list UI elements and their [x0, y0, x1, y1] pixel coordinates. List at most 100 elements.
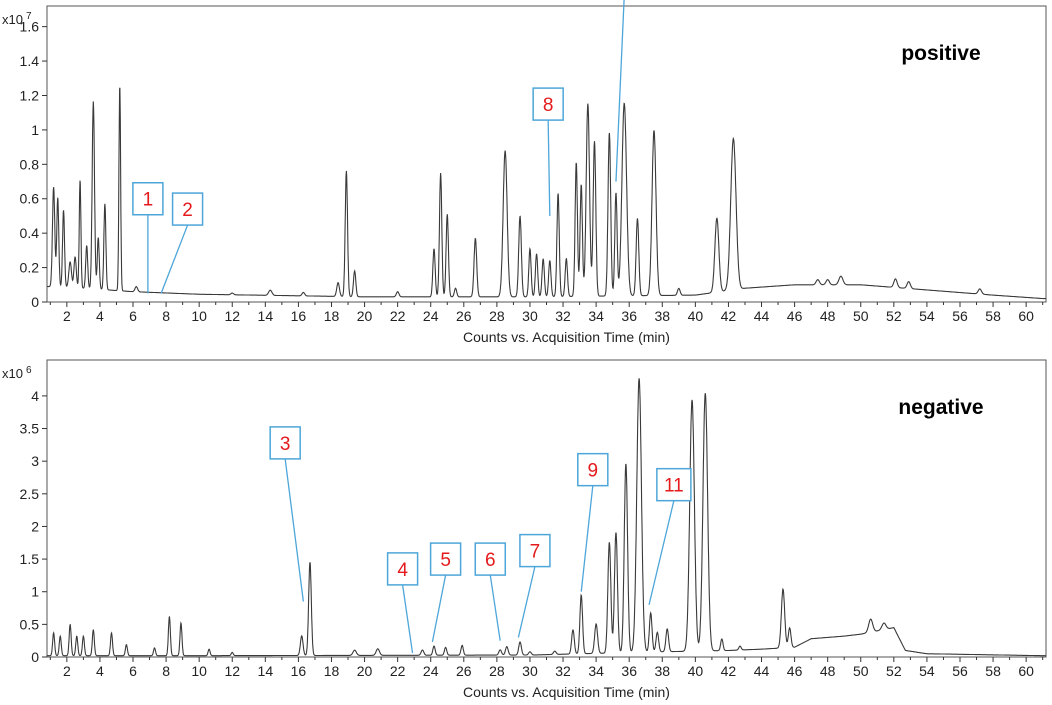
x-tick-label: 36 [621, 308, 637, 324]
y-tick-label: 0.8 [20, 156, 40, 172]
x-tick-label: 6 [129, 308, 137, 324]
callout-box [474, 542, 507, 576]
y-tick-label: 1.4 [20, 53, 40, 69]
x-tick-label: 60 [1018, 663, 1034, 679]
y-tick-label: 4 [31, 388, 39, 404]
x-tick-label: 4 [96, 663, 104, 679]
callout-leader-line [431, 574, 447, 643]
x-tick-label: 48 [820, 663, 836, 679]
x-tick-label: 38 [654, 308, 670, 324]
x-tick-label: 40 [688, 308, 704, 324]
callout-9: 9 [577, 452, 609, 592]
x-tick-label: 32 [555, 308, 571, 324]
x-tick-label: 24 [423, 663, 439, 679]
x-tick-label: 52 [886, 308, 902, 324]
y-tick-label: 0.4 [20, 225, 40, 241]
plot-frame [46, 5, 1047, 303]
ion-mode-label: negative [898, 396, 983, 419]
x-tick-label: 44 [754, 663, 770, 679]
y-tick-label: 2 [31, 518, 39, 534]
plot-frame [46, 359, 1047, 658]
y-tick-label: 2.5 [20, 486, 40, 502]
x-tick-label: 22 [390, 663, 406, 679]
x-tick-label: 42 [721, 308, 737, 324]
y-tick-label: 1.2 [20, 87, 40, 103]
chromatogram-trace [47, 378, 1046, 657]
x-tick-label: 50 [853, 663, 869, 679]
x-tick-label: 56 [952, 308, 968, 324]
x-tick-label: 4 [96, 308, 104, 324]
callout-number: 4 [397, 560, 408, 581]
x-tick-label: 54 [919, 308, 935, 324]
x-tick-label: 12 [224, 308, 240, 324]
x-tick-label: 24 [423, 308, 439, 324]
x-tick-label: 42 [721, 663, 737, 679]
callout-box [519, 533, 551, 568]
callout-leader-line [160, 224, 189, 294]
x-tick-label: 20 [357, 308, 373, 324]
x-tick-label: 2 [63, 663, 71, 679]
x-tick-label: 2 [63, 308, 71, 324]
x-tick-label: 12 [224, 663, 240, 679]
chart-panel-positive: 00.20.40.60.811.21.41.62 4 6 8 10 12 14 16 18 20 2… [2, 0, 1047, 345]
x-axis-label: Counts vs. Acquisition Time (min) [463, 329, 670, 345]
x-tick-label: 30 [522, 308, 538, 324]
x-tick-label: 16 [291, 308, 307, 324]
callout-leader-line [648, 500, 675, 605]
y-tick-label: 1 [31, 584, 39, 600]
callout-number: 7 [530, 542, 541, 563]
x-tick-label: 56 [952, 663, 968, 679]
callout-number: 9 [588, 461, 599, 482]
callout-5: 5 [429, 542, 462, 643]
y-tick-label: 1 [31, 122, 39, 138]
x-tick-label: 18 [324, 308, 340, 324]
x-tick-label: 8 [162, 663, 170, 679]
x-tick-label: 32 [555, 663, 571, 679]
x-tick-label: 52 [886, 663, 902, 679]
callout-6: 6 [474, 542, 507, 641]
callout-leader-line [401, 584, 414, 654]
y-tick-label: 0.5 [20, 616, 40, 632]
chart-panel-negative: 00.511.522.533.542 4 6 8 10 12 14 16 18 20 22 24 26 2… [2, 359, 1047, 700]
x-tick-label: 8 [162, 308, 170, 324]
callout-box [386, 552, 419, 586]
x-tick-label: 14 [258, 308, 274, 324]
y-tick-label: 0.2 [20, 260, 40, 276]
x-tick-label: 20 [357, 663, 373, 679]
x-tick-label: 26 [456, 308, 472, 324]
y-multiplier-label: x10 7 [2, 11, 32, 27]
callout-leader-line [284, 458, 305, 602]
x-tick-label: 34 [588, 663, 604, 679]
x-tick-label: 22 [390, 308, 406, 324]
callout-number: 5 [440, 550, 451, 571]
callout-7: 7 [517, 533, 551, 638]
x-tick-label: 28 [489, 663, 505, 679]
callout-3: 3 [269, 426, 305, 602]
y-tick-label: 1.5 [20, 551, 40, 567]
callout-leader-line [489, 574, 501, 641]
y-tick-label: 3.5 [20, 421, 40, 437]
x-tick-label: 58 [985, 308, 1001, 324]
callout-number: 3 [280, 434, 291, 455]
callout-11: 11 [648, 467, 692, 605]
x-axis-label: Counts vs. Acquisition Time (min) [463, 684, 670, 700]
y-multiplier-label: x10 6 [2, 365, 32, 381]
callout-box [532, 87, 564, 121]
x-tick-label: 10 [191, 308, 207, 324]
callout-box [269, 426, 301, 460]
x-tick-label: 26 [456, 663, 472, 679]
x-tick-label: 50 [853, 308, 869, 324]
x-tick-label: 18 [324, 663, 340, 679]
x-tick-label: 40 [688, 663, 704, 679]
x-tick-label: 36 [621, 663, 637, 679]
callout-box [132, 181, 164, 216]
y-tick-label: 0 [31, 649, 39, 665]
callout-box [656, 467, 692, 502]
x-tick-label: 46 [787, 308, 803, 324]
chromatogram-trace [47, 87, 1046, 300]
callout-2: 2 [160, 192, 204, 294]
y-tick-label: 1.6 [20, 19, 40, 35]
x-tick-label: 28 [489, 308, 505, 324]
callout-box [429, 542, 462, 576]
callout-8: 8 [532, 87, 564, 216]
